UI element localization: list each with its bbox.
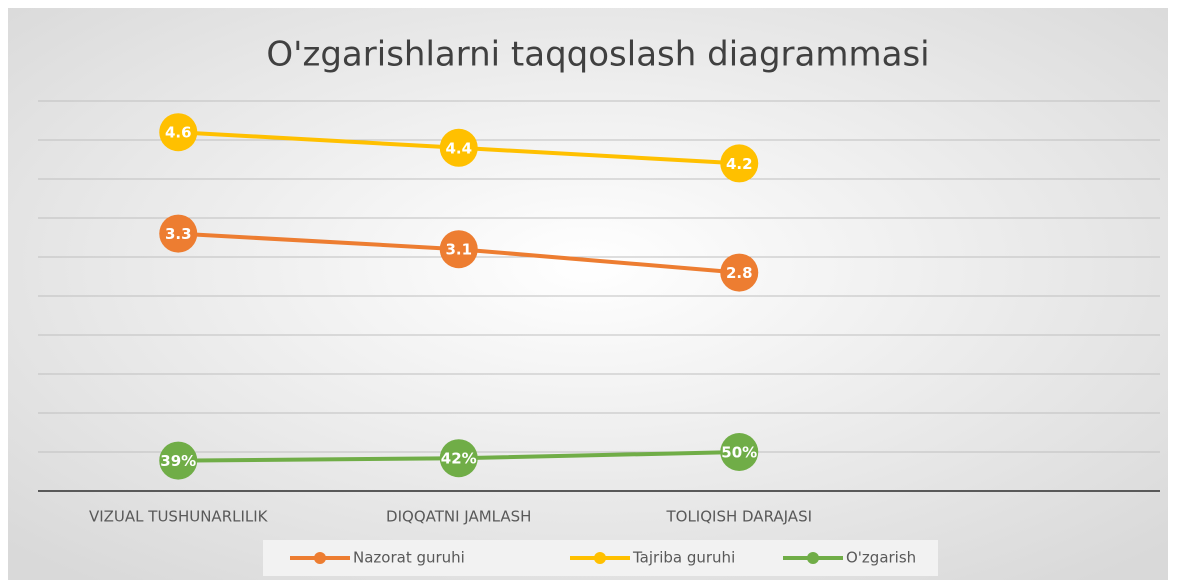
point-marker [159,113,198,152]
point-marker [439,230,478,269]
x-tick-label: TOLIQISH DARAJASI [665,508,812,526]
chart-title: O'zgarishlarni taqqoslash diagrammasi [266,35,929,75]
data-label: 3.1 [445,241,472,259]
legend-marker [314,552,326,564]
chart-background [8,8,1168,580]
point-marker [720,144,759,183]
data-label: 4.4 [445,139,472,157]
x-tick-label: VIZUAL TUSHUNARLILIK [89,508,269,526]
legend-marker [807,552,819,564]
point-marker [159,214,198,253]
point-marker [439,128,478,167]
data-label: 50% [721,444,757,462]
data-label: 2.8 [726,264,753,282]
legend-label: O'zgarish [846,549,916,567]
point-marker [439,439,478,478]
legend-label: Nazorat guruhi [353,549,465,567]
x-tick-label: DIQQATNI JAMLASH [386,508,531,526]
data-label: 42% [441,450,477,468]
point-marker [720,433,759,471]
data-label: 4.6 [165,124,192,142]
legend-label: Tajriba guruhi [632,549,735,567]
data-label: 39% [160,452,196,470]
legend-marker [594,552,606,564]
data-label: 3.3 [165,225,192,243]
point-marker [720,253,759,292]
point-marker [159,441,198,480]
data-label: 4.2 [726,155,753,173]
